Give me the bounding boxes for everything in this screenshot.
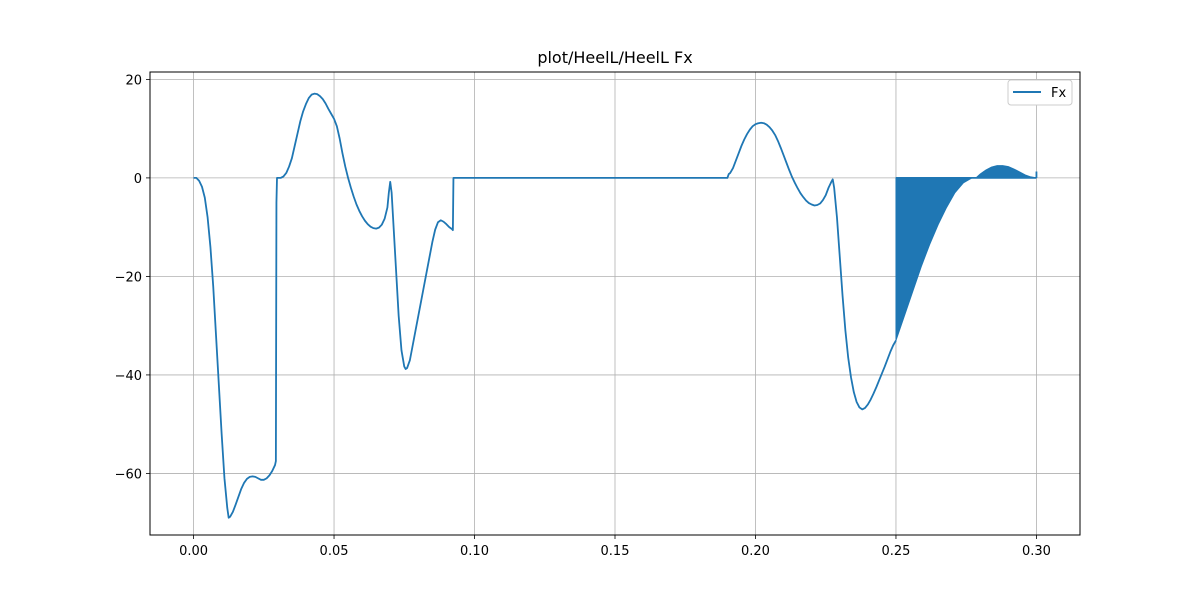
series-line-fx	[193, 92, 897, 519]
x-tick-label: 0.20	[741, 544, 770, 559]
chart-title: plot/HeelL/HeelL Fx	[537, 48, 692, 67]
legend-label-fx: Fx	[1051, 86, 1066, 101]
x-tick-label: 0.25	[881, 544, 910, 559]
tick-layer: 0.00 0.05 0.10 0.15 0.20 0.25 0.30 20 0 −20 −40 −60	[115, 73, 1051, 559]
x-tick-label: 0.10	[460, 544, 489, 559]
oscillation-region	[895, 165, 1038, 341]
y-tick-label: 0	[134, 172, 142, 187]
x-tick-label: 0.00	[179, 544, 208, 559]
y-tick-label: −40	[115, 369, 142, 384]
x-tick-label: 0.05	[320, 544, 349, 559]
oscillation-upper-fill	[974, 165, 1037, 179]
series-layer	[193, 92, 897, 519]
x-tick-label: 0.30	[1022, 544, 1051, 559]
legend: Fx	[1007, 79, 1073, 106]
y-tick-label: −20	[115, 270, 142, 285]
x-tick-label: 0.15	[601, 544, 630, 559]
y-tick-label: 20	[125, 73, 142, 88]
grid-layer	[150, 72, 1080, 535]
y-tick-label: −60	[115, 467, 142, 482]
